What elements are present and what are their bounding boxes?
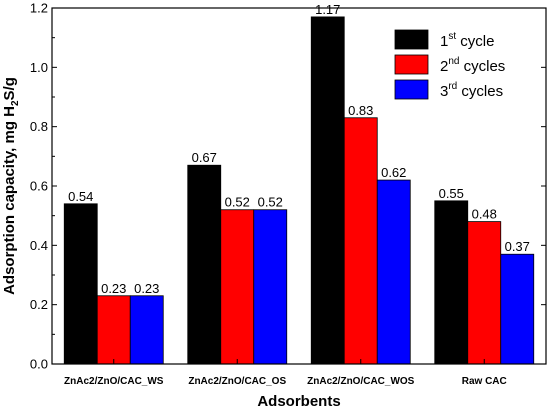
- bar: [253, 209, 288, 365]
- legend-label: 3rd cycles: [440, 81, 503, 100]
- y-tick-label: 1.2: [30, 1, 48, 16]
- data-label: 0.55: [439, 186, 464, 201]
- y-axis-title-unit: S/g: [1, 77, 18, 100]
- data-label: 0.83: [348, 103, 373, 118]
- y-axis-title: Adsorption capacity, mg H2S/g: [1, 77, 21, 295]
- data-label: 0.37: [505, 239, 530, 254]
- bar: [129, 295, 164, 365]
- legend-label-rest: cycles: [457, 83, 503, 100]
- data-label: 0.67: [192, 150, 217, 165]
- data-label: 1.17: [315, 2, 340, 17]
- x-tick-label: ZnAc2/ZnO/CAC_WS: [64, 376, 164, 387]
- y-tick-label: 0.6: [30, 179, 48, 194]
- legend-label: 2nd cycles: [440, 56, 505, 75]
- data-label: 0.52: [225, 195, 250, 210]
- y-axis-title-subscript: 2: [10, 100, 21, 106]
- data-label: 0.54: [68, 189, 93, 204]
- data-label: 0.23: [134, 281, 159, 296]
- x-tick-label: Raw CAC: [462, 376, 507, 387]
- x-tick-label: ZnAc2/ZnO/CAC_OS: [188, 376, 286, 387]
- bar: [434, 200, 469, 365]
- y-tick-label: 0.8: [30, 119, 48, 134]
- bar: [310, 16, 345, 365]
- legend-label: 1st cycle: [440, 31, 494, 50]
- bar: [467, 221, 502, 365]
- y-tick-label: 1.0: [30, 60, 48, 75]
- legend-label-number: 2: [440, 58, 448, 75]
- legend-label-number: 1: [440, 33, 448, 50]
- bar: [63, 203, 98, 365]
- y-axis-title-main: Adsorption capacity, mg H: [1, 106, 18, 295]
- data-labels-group: 0.54 0.23 0.23 0.67 0.52 0.52 1.17 0.83 0.62 0.55…: [68, 2, 530, 296]
- legend-label-superscript: st: [448, 31, 456, 42]
- legend-label-superscript: rd: [448, 81, 457, 92]
- bar: [343, 117, 378, 365]
- bars-group: [63, 16, 535, 365]
- bar: [96, 295, 131, 365]
- legend-label-superscript: nd: [448, 56, 459, 67]
- x-axis: ZnAc2/ZnO/CAC_WS ZnAc2/ZnO/CAC_OS ZnAc2/Zn…: [64, 359, 507, 387]
- y-tick-label: 0.2: [30, 297, 48, 312]
- bar: [220, 209, 255, 365]
- bar: [376, 179, 411, 365]
- y-tick-label: 0.0: [30, 357, 48, 372]
- data-label: 0.62: [381, 165, 406, 180]
- x-tick-label: ZnAc2/ZnO/CAC_WOS: [307, 376, 415, 387]
- y-tick-label: 0.4: [30, 238, 48, 253]
- legend-label-rest: cycles: [459, 58, 505, 75]
- data-label: 0.23: [101, 281, 126, 296]
- bar: [500, 253, 535, 365]
- x-axis-title: Adsorbents: [257, 393, 340, 410]
- legend-label-rest: cycle: [456, 33, 494, 50]
- legend-swatch: [394, 79, 429, 100]
- data-label: 0.48: [472, 207, 497, 222]
- legend-swatch: [394, 29, 429, 50]
- legend-swatch: [394, 54, 429, 75]
- y-axis: 0.0 0.2 0.4 0.6 0.8 1.0 1.2: [30, 1, 546, 372]
- bar: [187, 164, 222, 365]
- data-label: 0.52: [258, 195, 283, 210]
- legend-label-number: 3: [440, 83, 448, 100]
